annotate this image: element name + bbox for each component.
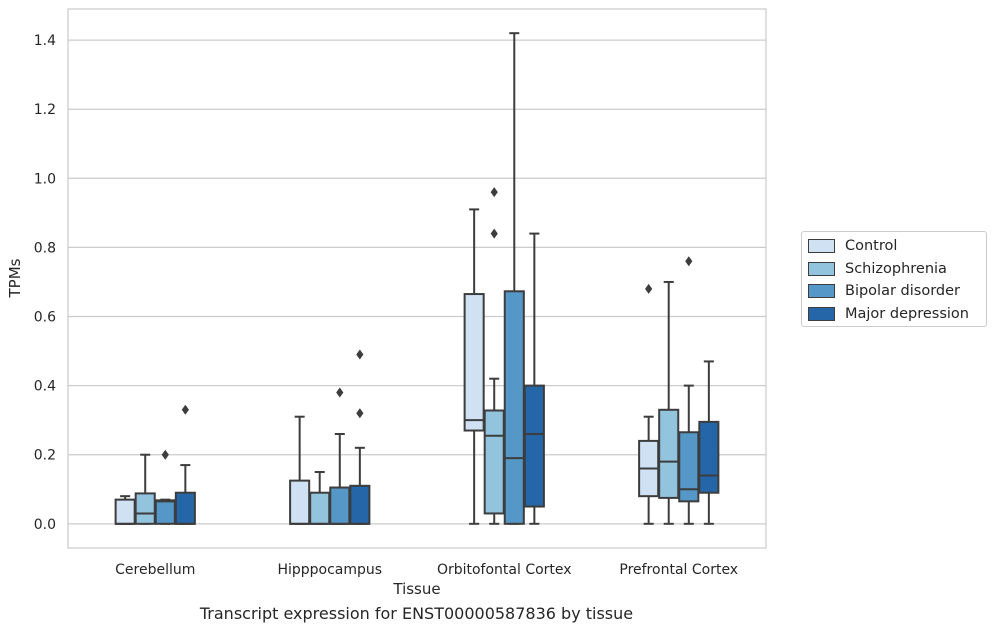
box-iqr	[698, 420, 720, 494]
legend-swatch	[808, 239, 835, 254]
box-major-depression	[349, 349, 371, 525]
x-tick-label: Orbitofontal Cortex	[437, 562, 572, 578]
legend: Control Schizophrenia Bipolar disorder Majo…	[801, 231, 987, 327]
outlier-point	[645, 283, 653, 294]
outlier-point	[181, 404, 189, 415]
x-tick-labels: Cerebellum Hipppocampus Orbitofontal Corte…	[115, 562, 738, 578]
box-iqr	[134, 492, 156, 525]
legend-item: Major depression	[808, 303, 986, 326]
outlier-point	[490, 228, 498, 239]
outlier-point	[356, 349, 364, 360]
outlier-point	[490, 187, 498, 198]
x-tick-label: Hipppocampus	[277, 562, 382, 578]
outlier-point	[685, 256, 693, 267]
figure-caption: Transcript expression for ENST0000058783…	[199, 604, 634, 623]
box-control	[114, 495, 136, 525]
outlier-point	[356, 408, 364, 419]
box-iqr	[154, 499, 176, 525]
box-bipolar-disorder	[503, 32, 525, 525]
box-iqr	[463, 293, 485, 432]
box-control	[289, 415, 311, 525]
box-iqr	[289, 479, 311, 525]
box-schizophrenia	[134, 453, 156, 525]
legend-item: Schizophrenia	[808, 258, 986, 281]
legend-label: Bipolar disorder	[845, 283, 960, 300]
outlier-point	[336, 387, 344, 398]
x-tick-label: Cerebellum	[115, 562, 195, 578]
legend-swatch	[808, 306, 835, 321]
outlier-point	[161, 449, 169, 460]
box-control	[638, 283, 660, 525]
box-schizophrenia	[309, 470, 331, 525]
box-schizophrenia	[658, 280, 680, 525]
y-axis-label: TPMs	[6, 258, 24, 298]
box-iqr	[523, 384, 545, 508]
box-series	[114, 32, 720, 525]
plot-frame	[67, 8, 767, 549]
box-iqr	[503, 290, 525, 525]
legend-label: Control	[845, 238, 898, 255]
legend-swatch	[808, 261, 835, 276]
legend-item: Control	[808, 235, 986, 258]
y-tick-label: 0.8	[34, 240, 56, 256]
x-tick-label: Prefrontal Cortex	[619, 562, 738, 578]
box-iqr	[678, 431, 700, 503]
box-schizophrenia	[483, 187, 505, 525]
box-iqr	[483, 409, 505, 515]
box-major-depression	[174, 404, 196, 525]
box-bipolar-disorder	[678, 256, 700, 525]
legend-swatch	[808, 284, 835, 299]
legend-label: Schizophrenia	[845, 260, 947, 277]
box-iqr	[114, 498, 136, 525]
y-tick-label: 0.2	[34, 448, 56, 464]
box-iqr	[309, 491, 331, 525]
box-major-depression	[523, 232, 545, 525]
box-bipolar-disorder	[154, 449, 176, 525]
y-tick-label: 1.4	[34, 33, 56, 49]
grid-lines	[68, 39, 766, 525]
y-tick-label: 0.0	[34, 517, 56, 533]
box-bipolar-disorder	[329, 387, 351, 525]
box-iqr	[174, 491, 196, 525]
box-control	[463, 208, 485, 525]
box-major-depression	[698, 360, 720, 525]
legend-item: Bipolar disorder	[808, 280, 986, 303]
y-tick-label: 0.4	[34, 379, 56, 395]
y-tick-label: 1.2	[34, 102, 56, 118]
box-iqr	[349, 484, 371, 525]
box-iqr	[329, 486, 351, 525]
legend-label: Major depression	[845, 305, 969, 322]
box-iqr	[658, 408, 680, 499]
y-tick-labels: 0.0 0.2 0.4 0.6 0.8 1.0 1.2 1.4	[34, 33, 56, 533]
x-axis-label: Tissue	[392, 580, 440, 598]
y-tick-label: 1.0	[34, 171, 56, 187]
y-tick-label: 0.6	[34, 310, 56, 326]
